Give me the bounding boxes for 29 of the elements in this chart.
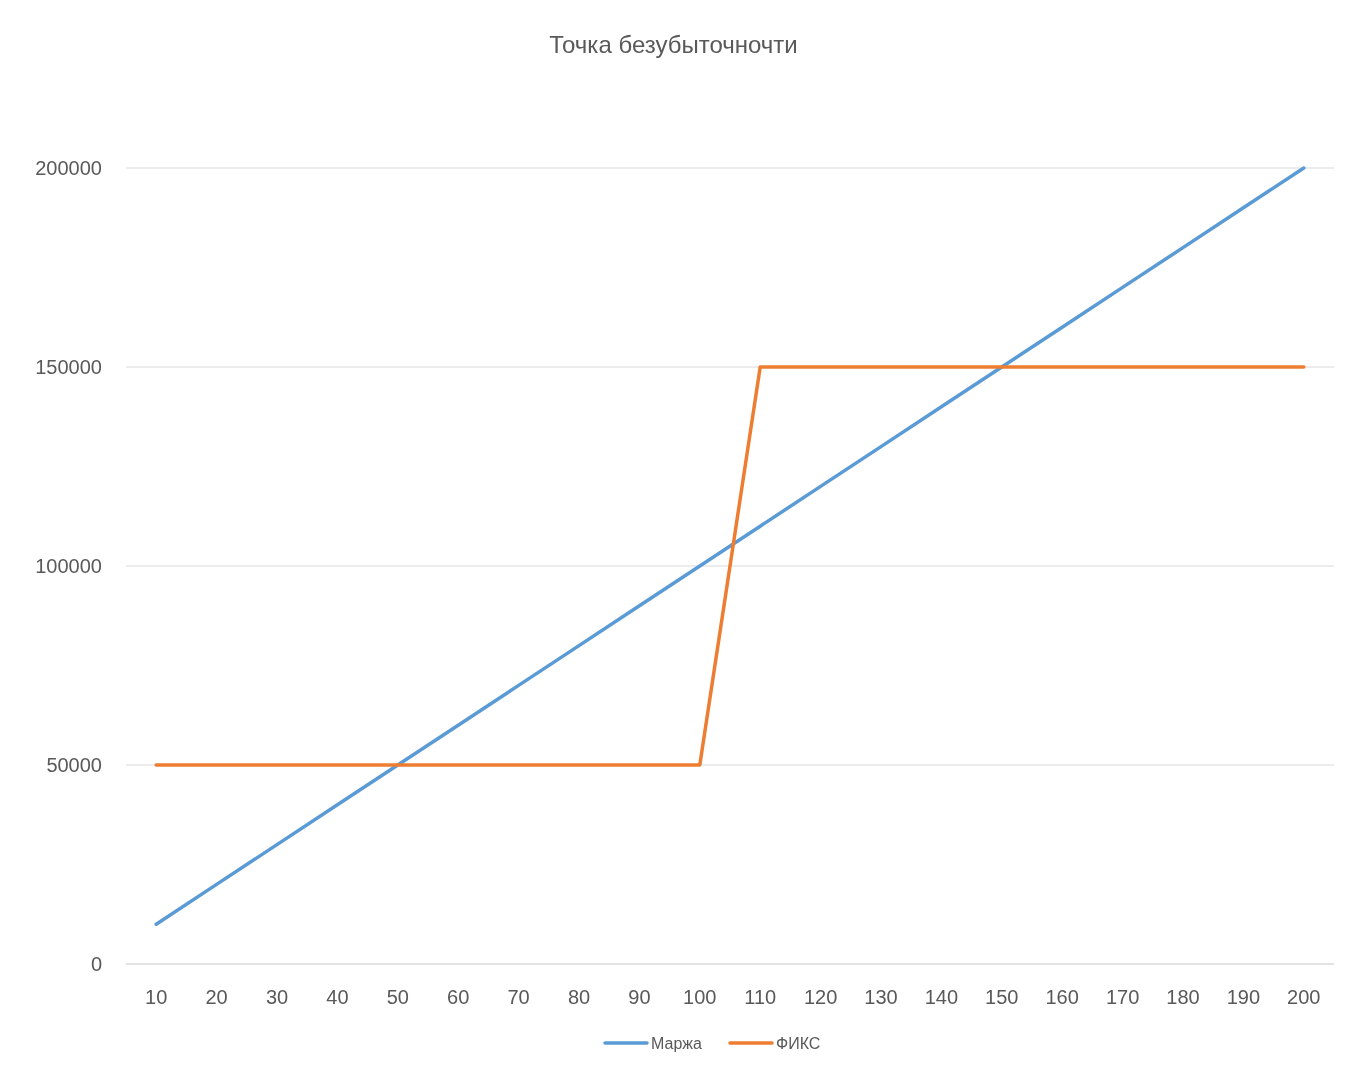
- x-tick-label: 200: [1287, 986, 1321, 1008]
- y-tick-label: 50000: [46, 754, 102, 776]
- x-tick-label: 130: [864, 986, 898, 1008]
- x-tick-label: 90: [628, 986, 651, 1008]
- x-tick-label: 170: [1105, 986, 1140, 1008]
- x-tick-label: 110: [744, 986, 777, 1008]
- line-series: [154, 166, 1306, 926]
- x-tick-label: 80: [567, 986, 591, 1008]
- x-tick-label: 150: [985, 986, 1019, 1008]
- x-tick-label: 40: [326, 986, 349, 1008]
- x-tick-label: 50: [386, 986, 409, 1008]
- x-tick-label: 30: [265, 986, 289, 1008]
- y-tick-label: 0: [90, 953, 102, 975]
- x-tick-label: 190: [1226, 986, 1261, 1008]
- x-tick-label: 120: [803, 986, 838, 1008]
- chart-title: Точка безубыточночти: [549, 31, 798, 58]
- y-tick-label: 100000: [35, 555, 102, 577]
- y-tick-label: 200000: [35, 157, 102, 179]
- y-tick-label: 150000: [35, 356, 102, 378]
- x-tick-label: 160: [1045, 986, 1079, 1008]
- x-tick-label: 140: [924, 986, 959, 1008]
- legend-label: Маржа: [651, 1034, 703, 1052]
- x-tick-label: 60: [447, 986, 470, 1008]
- x-tick-label: 10: [145, 986, 168, 1008]
- x-tick-label: 70: [507, 986, 530, 1008]
- legend-label: ФИКС: [776, 1034, 821, 1052]
- x-tick-label: 20: [205, 986, 228, 1008]
- x-tick-label: 100: [683, 986, 717, 1008]
- x-tick-label: 180: [1166, 986, 1200, 1008]
